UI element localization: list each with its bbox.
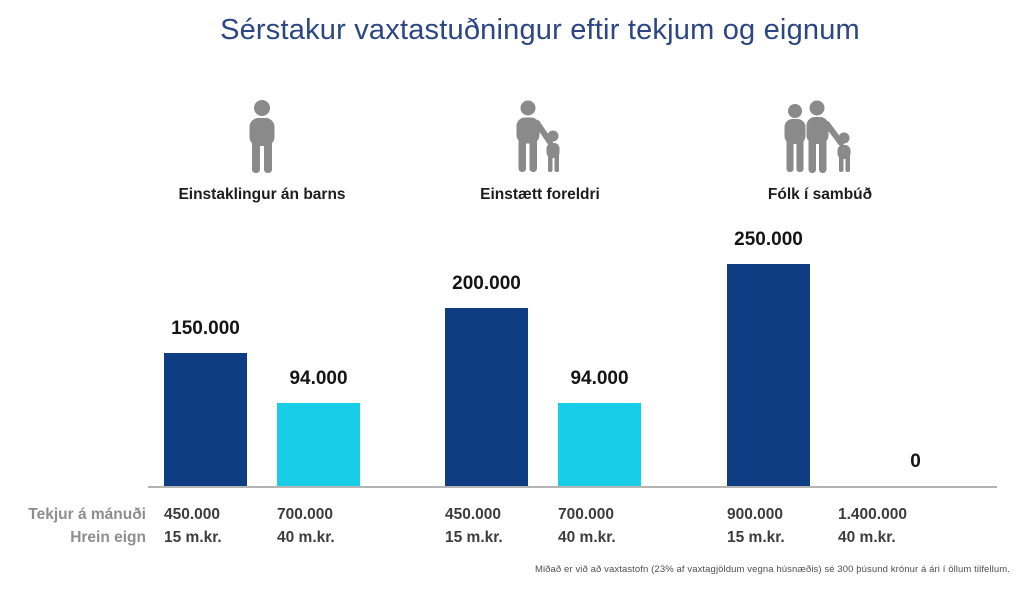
assets-value: 15 m.kr. [164, 529, 222, 546]
income-value: 450.000 [164, 506, 221, 523]
bar [445, 308, 528, 486]
family-icon [784, 98, 856, 175]
bar-value-label: 250.000 [734, 229, 803, 250]
group-header-single-parent: Einstætt foreldri [430, 98, 650, 204]
income-value: 700.000 [558, 506, 615, 523]
chart-baseline [148, 486, 997, 488]
column-labels: 1.400.000 40 m.kr. [838, 503, 907, 549]
row-headers: Tekjur á mánuði Hrein eign [0, 503, 146, 549]
parent-with-child-icon [515, 98, 565, 175]
assets-value: 40 m.kr. [558, 529, 616, 546]
bar-column: 0 [838, 451, 921, 486]
assets-value: 40 m.kr. [277, 529, 335, 546]
income-value: 700.000 [277, 506, 334, 523]
column-labels: 450.000 15 m.kr. [164, 503, 222, 549]
footnote: Miðað er við að vaxtastofn (23% af vaxta… [534, 564, 1010, 575]
income-row-header: Tekjur á mánuði [28, 506, 146, 523]
bar-column: 250.000 [727, 229, 810, 486]
chart-title: Sérstakur vaxtastuðningur eftir tekjum o… [220, 14, 860, 46]
bar-value-label: 94.000 [289, 368, 348, 389]
assets-value: 40 m.kr. [838, 529, 896, 546]
assets-value: 15 m.kr. [445, 529, 503, 546]
bar-value-label: 150.000 [171, 318, 240, 339]
column-labels: 900.000 15 m.kr. [727, 503, 785, 549]
bar-chart: 150.000 94.000 200.000 94.000 250.000 0 [0, 220, 1024, 488]
column-labels: 450.000 15 m.kr. [445, 503, 503, 549]
income-value: 1.400.000 [838, 506, 907, 523]
bar-value-label: 0 [910, 451, 921, 472]
bar-column: 94.000 [558, 368, 641, 486]
bar-column: 94.000 [277, 368, 360, 486]
bar-value-label: 94.000 [570, 368, 629, 389]
group-header-single-person: Einstaklingur án barns [152, 98, 372, 204]
income-value: 900.000 [727, 506, 784, 523]
bar-column: 150.000 [164, 318, 247, 486]
single-person-icon [248, 98, 276, 175]
column-labels: 700.000 40 m.kr. [277, 503, 335, 549]
income-value: 450.000 [445, 506, 502, 523]
group-label: Einstaklingur án barns [178, 186, 346, 203]
group-label: Fólk í sambúð [767, 186, 873, 203]
bar [558, 403, 641, 486]
bar [277, 403, 360, 486]
assets-row-header: Hrein eign [70, 529, 146, 546]
group-header-cohabiting: Fólk í sambúð [710, 98, 930, 204]
bar [727, 264, 810, 486]
bar-value-label: 200.000 [452, 273, 521, 294]
group-label: Einstætt foreldri [480, 186, 600, 203]
column-labels: 700.000 40 m.kr. [558, 503, 616, 549]
assets-value: 15 m.kr. [727, 529, 785, 546]
bar [164, 353, 247, 486]
bar-column: 200.000 [445, 273, 528, 486]
